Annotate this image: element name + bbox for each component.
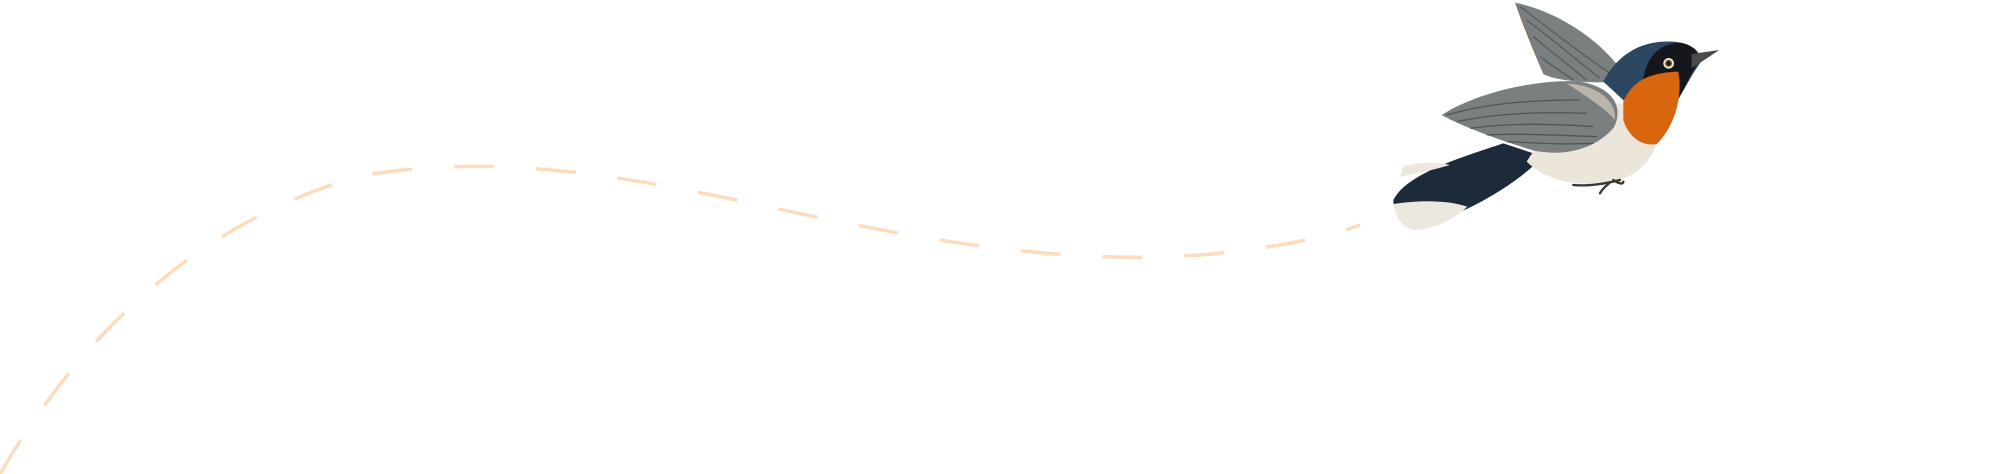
bird-throat xyxy=(1623,71,1680,145)
bird-beak xyxy=(1691,49,1720,69)
dashed-flight-path xyxy=(0,164,1361,474)
bird-lower-wing xyxy=(1441,81,1618,153)
bird-illustration xyxy=(1393,2,1720,231)
bird-tail-tips xyxy=(1393,201,1468,231)
bird-feet xyxy=(1572,178,1625,195)
